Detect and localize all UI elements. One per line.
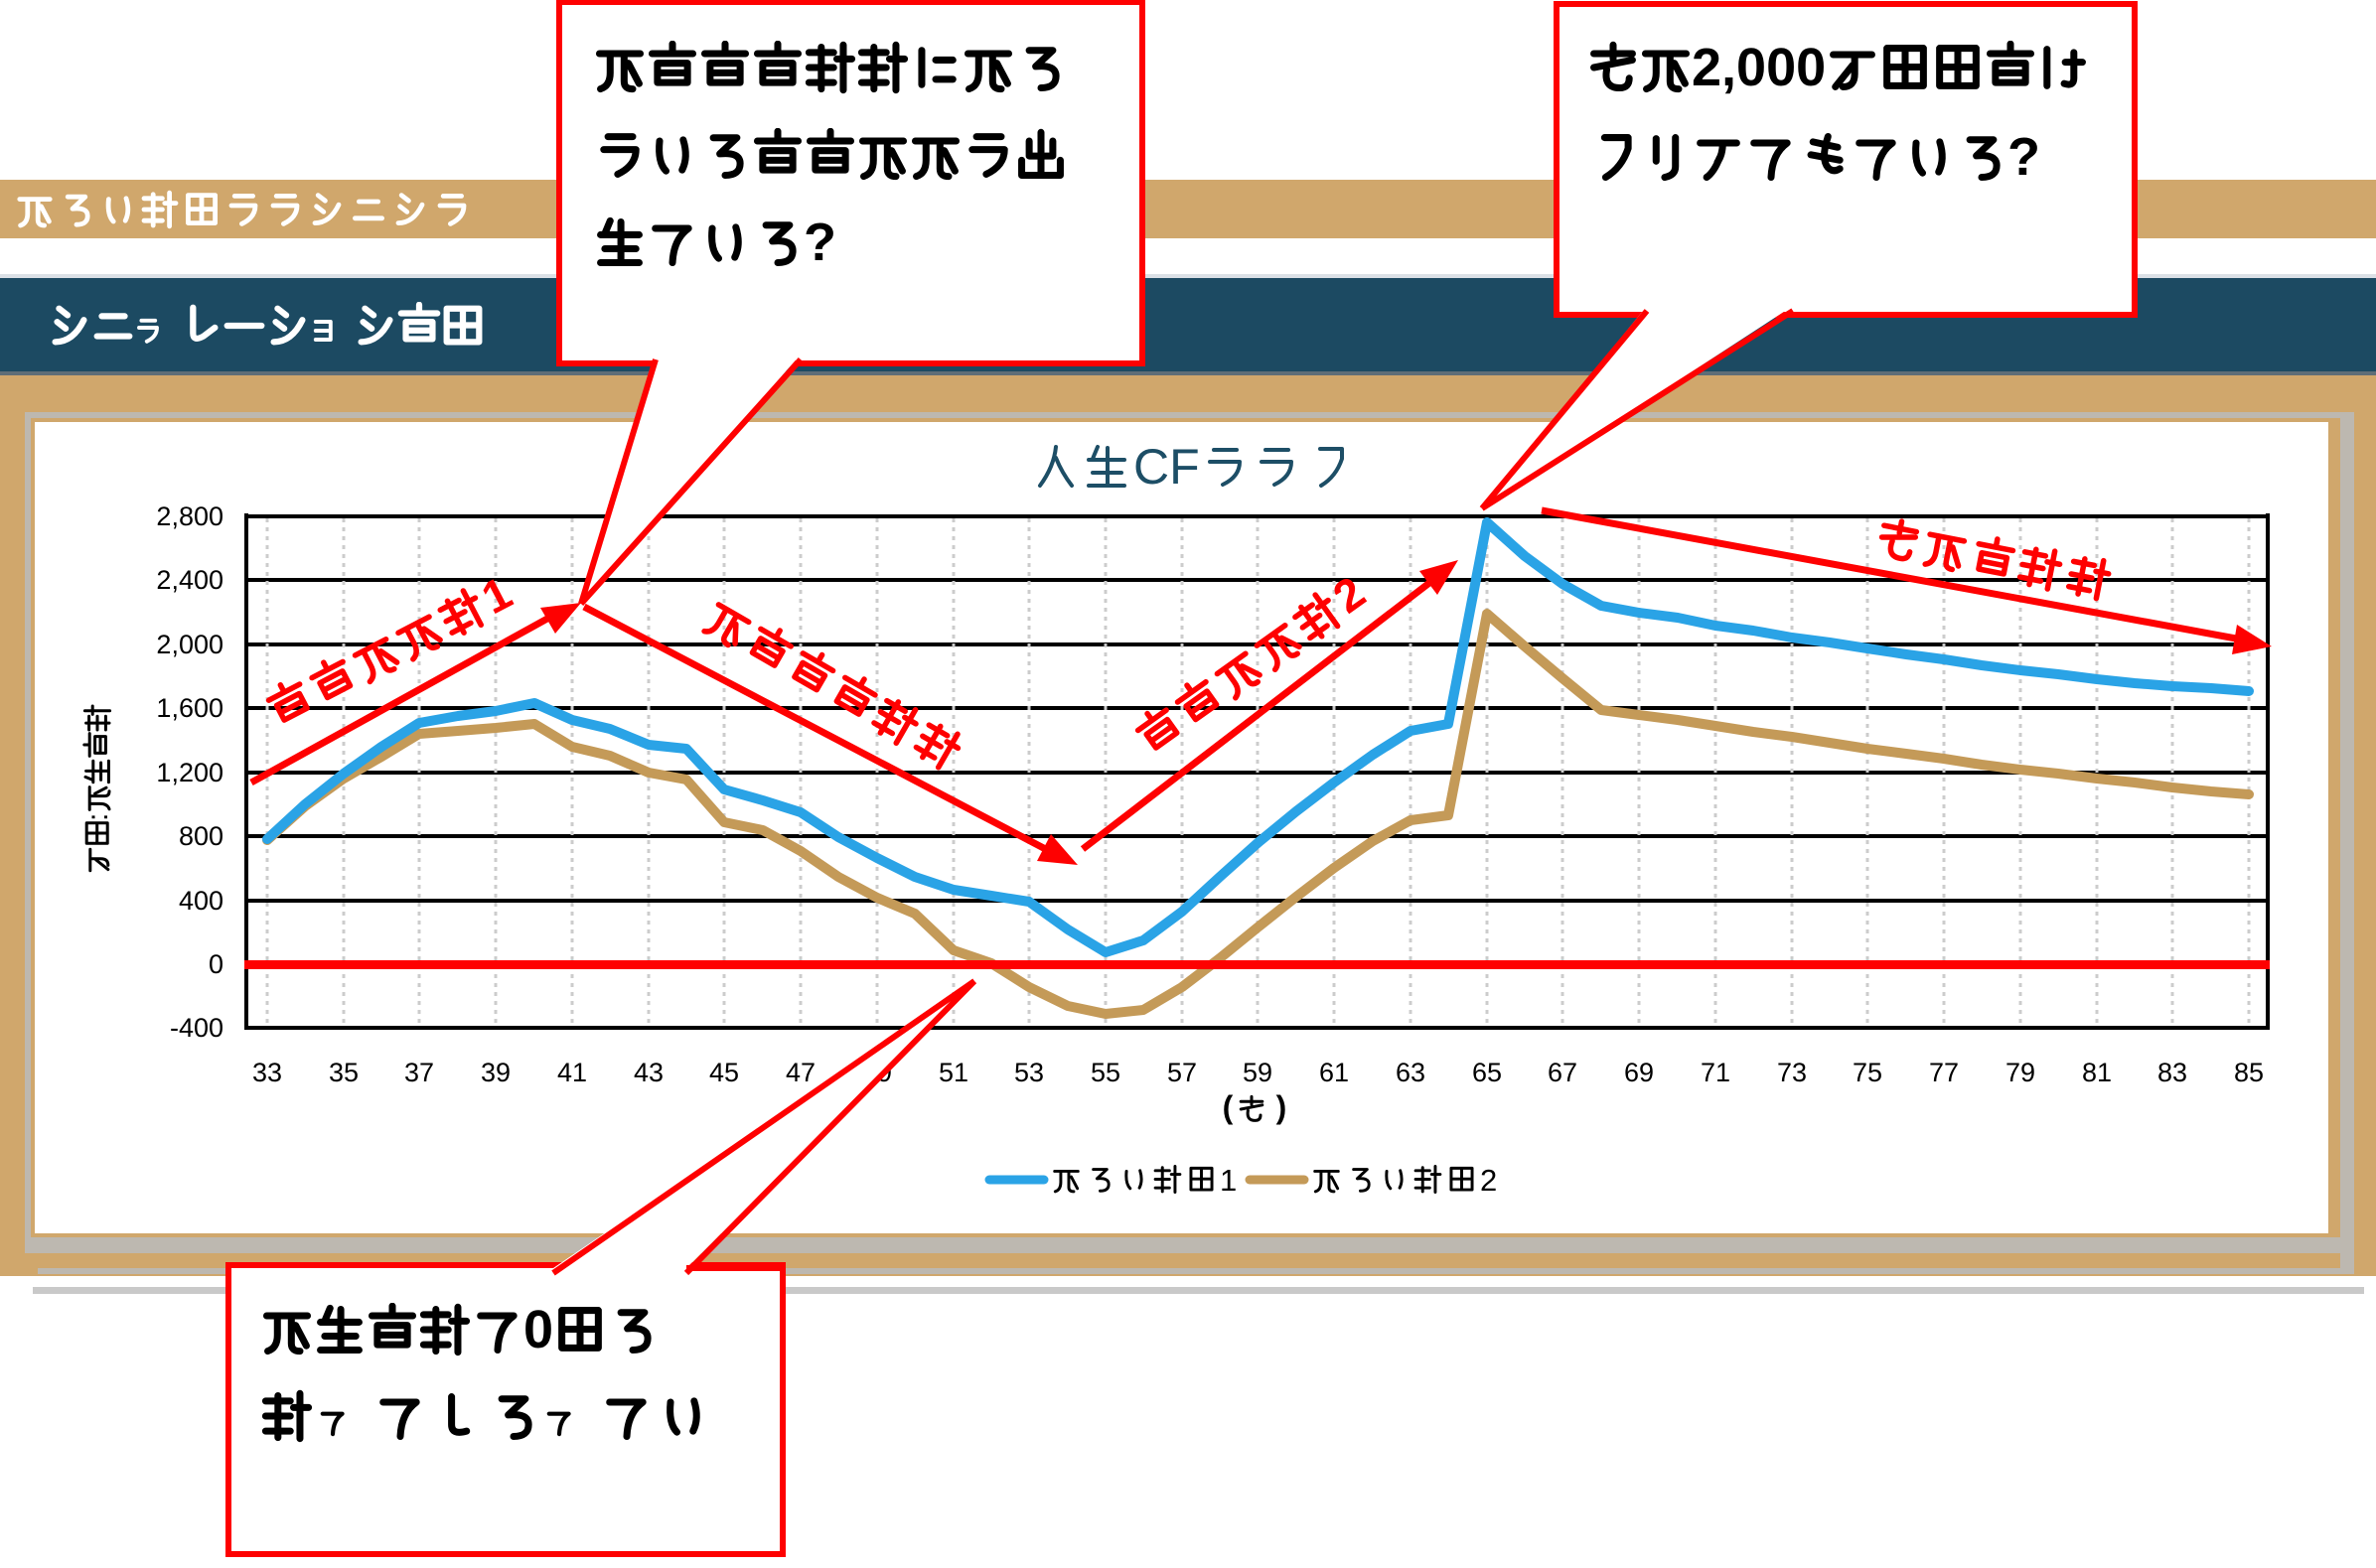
svg-text:2,000: 2,000 <box>1692 38 1826 97</box>
svg-text:CF: CF <box>1133 439 1200 495</box>
svg-text:800: 800 <box>179 821 223 851</box>
svg-text:79: 79 <box>2005 1058 2035 1087</box>
svg-text:2,000: 2,000 <box>156 630 223 659</box>
svg-text:1,200: 1,200 <box>156 758 223 787</box>
svg-text:37: 37 <box>404 1058 434 1087</box>
svg-text:2,400: 2,400 <box>156 565 223 595</box>
svg-text:57: 57 <box>1167 1058 1197 1087</box>
svg-text:): ) <box>1276 1089 1287 1125</box>
svg-text:63: 63 <box>1396 1058 1425 1087</box>
svg-text:53: 53 <box>1014 1058 1044 1087</box>
svg-text:77: 77 <box>1929 1058 1959 1087</box>
svg-text:67: 67 <box>1548 1058 1577 1087</box>
svg-text:81: 81 <box>2082 1058 2112 1087</box>
svg-text:-400: -400 <box>170 1013 223 1043</box>
svg-text:39: 39 <box>481 1058 511 1087</box>
svg-text:2,800: 2,800 <box>156 501 223 531</box>
svg-text:?: ? <box>2007 127 2040 187</box>
svg-text:41: 41 <box>557 1058 587 1087</box>
svg-text:51: 51 <box>939 1058 968 1087</box>
svg-text:47: 47 <box>786 1058 816 1087</box>
svg-text:33: 33 <box>252 1058 282 1087</box>
svg-text:85: 85 <box>2234 1058 2264 1087</box>
svg-text:73: 73 <box>1777 1058 1807 1087</box>
svg-text:83: 83 <box>2157 1058 2187 1087</box>
svg-text:0: 0 <box>209 949 223 979</box>
svg-text:43: 43 <box>634 1058 664 1087</box>
svg-text:65: 65 <box>1472 1058 1502 1087</box>
svg-text:1: 1 <box>1220 1163 1237 1198</box>
svg-text:45: 45 <box>709 1058 739 1087</box>
svg-text:75: 75 <box>1853 1058 1882 1087</box>
svg-text:71: 71 <box>1701 1058 1730 1087</box>
svg-text:59: 59 <box>1243 1058 1272 1087</box>
svg-text:55: 55 <box>1091 1058 1120 1087</box>
svg-text::: : <box>81 813 114 821</box>
svg-text:1,600: 1,600 <box>156 693 223 723</box>
svg-text:35: 35 <box>329 1058 359 1087</box>
svg-text:?: ? <box>804 213 836 272</box>
svg-text:61: 61 <box>1319 1058 1349 1087</box>
svg-text:69: 69 <box>1624 1058 1654 1087</box>
svg-text:(: ( <box>1223 1089 1234 1125</box>
svg-text:0: 0 <box>523 1300 553 1359</box>
svg-text:2: 2 <box>1480 1163 1497 1198</box>
svg-text:400: 400 <box>179 886 223 916</box>
